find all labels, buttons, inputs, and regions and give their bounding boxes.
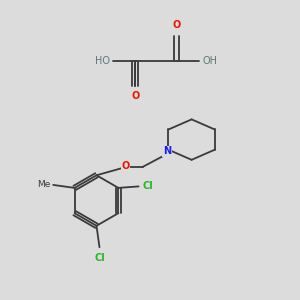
Text: O: O xyxy=(131,92,139,101)
Text: O: O xyxy=(172,20,181,30)
Text: Me: Me xyxy=(38,180,51,189)
Text: OH: OH xyxy=(202,56,217,66)
Text: O: O xyxy=(122,161,130,171)
Text: HO: HO xyxy=(95,56,110,66)
Text: Cl: Cl xyxy=(94,253,105,262)
Text: N: N xyxy=(163,146,171,156)
Text: Cl: Cl xyxy=(142,182,153,191)
